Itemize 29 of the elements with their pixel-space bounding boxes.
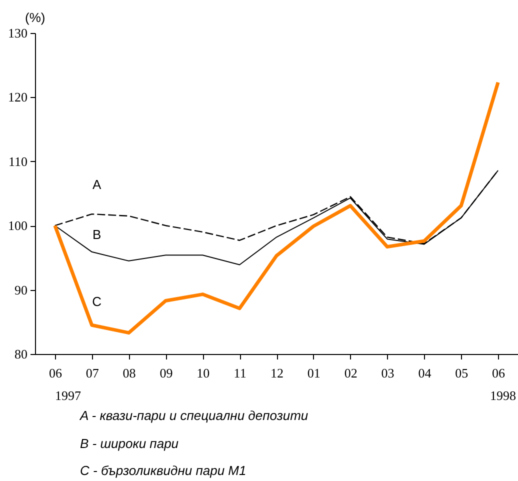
x-tick-label: 09 [160,366,173,380]
x-tick-label: 01 [307,366,320,380]
text: C - бързоликвидни пари М1 [80,463,246,478]
text: 1998 [490,388,516,403]
x-tick-label: 12 [270,366,284,380]
y-tick-label: 90 [14,282,28,298]
series-label: A [92,177,102,192]
series-label: C [92,294,102,310]
y-tick-label: 120 [8,90,28,105]
y-axis-title: (%) [25,10,46,25]
text: A - квази-пари и специални депозити [79,408,308,423]
y-tick-label: 110 [8,154,28,169]
x-tick-label: 10 [196,366,210,380]
x-tick-label: 07 [86,366,100,380]
x-tick-label: 02 [344,366,358,380]
x-tick-label: 08 [122,366,136,380]
y-tick-label: 100 [8,218,28,234]
x-tick-label: 11 [234,366,246,380]
x-tick-label: 03 [381,366,394,380]
series-label: B [92,226,102,242]
x-tick-label: 06 [48,366,62,380]
line-series [53,80,500,335]
text: B - широки пари [80,436,179,451]
x-tick-label: 05 [455,366,468,380]
x-tick-label: 06 [492,366,506,380]
text: 1997 [55,388,82,403]
x-tick-label: 04 [418,366,432,380]
y-tick-label: 80 [14,346,28,362]
y-tick-label: 130 [8,26,28,40]
